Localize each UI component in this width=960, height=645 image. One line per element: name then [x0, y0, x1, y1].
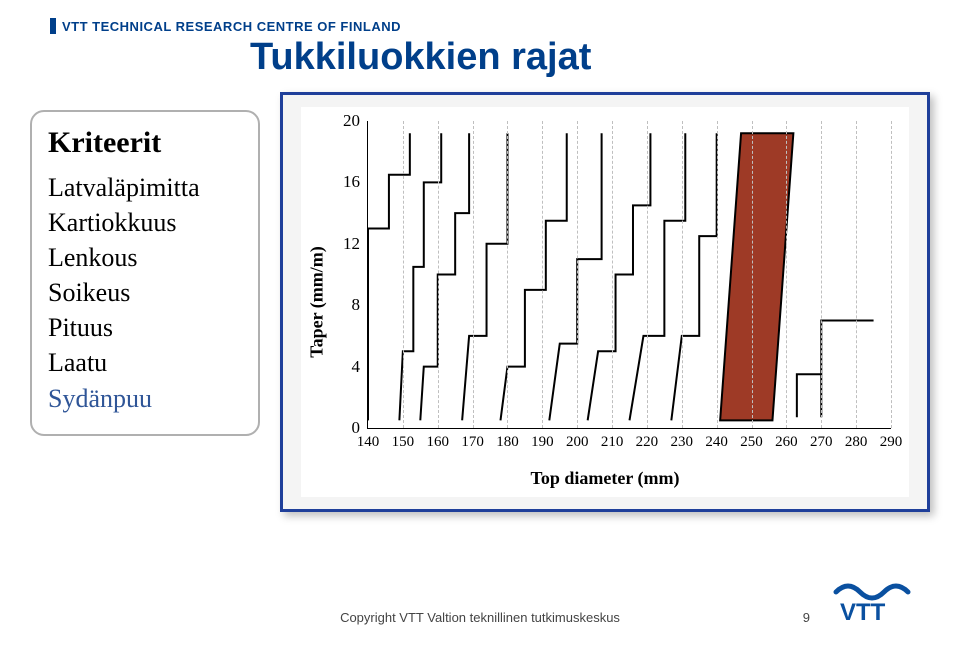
- criteria-box: Kriteerit Latvaläpimitta Kartiokkuus Len…: [30, 110, 260, 436]
- criteria-item: Latvaläpimitta: [48, 170, 242, 205]
- criteria-item: Pituus: [48, 310, 242, 345]
- x-tick-label: 150: [392, 428, 415, 451]
- criteria-item-sydanpuu: Sydänpuu: [48, 381, 242, 416]
- x-axis-title: Top diameter (mm): [301, 468, 909, 489]
- page-number: 9: [803, 610, 810, 625]
- vtt-logo: VTT: [832, 576, 932, 631]
- svg-text:VTT: VTT: [840, 599, 886, 626]
- x-tick-label: 250: [740, 428, 763, 451]
- x-tick-label: 180: [496, 428, 519, 451]
- criteria-item: Soikeus: [48, 275, 242, 310]
- x-tick-label: 190: [531, 428, 554, 451]
- x-tick-label: 290: [880, 428, 903, 451]
- gridline-v: [891, 121, 892, 428]
- criteria-item: Lenkous: [48, 240, 242, 275]
- chart-svg: [368, 121, 891, 428]
- y-tick-label: 8: [352, 295, 369, 315]
- gridline-v: [403, 121, 404, 428]
- header-accent: [50, 18, 56, 34]
- y-tick-label: 12: [343, 234, 368, 254]
- gridline-v: [682, 121, 683, 428]
- gridline-v: [473, 121, 474, 428]
- gridline-v: [752, 121, 753, 428]
- x-tick-label: 160: [426, 428, 449, 451]
- x-tick-label: 170: [461, 428, 484, 451]
- header-bar: VTT TECHNICAL RESEARCH CENTRE OF FINLAND: [50, 18, 401, 34]
- x-tick-label: 200: [566, 428, 589, 451]
- gridline-v: [438, 121, 439, 428]
- x-tick-label: 240: [705, 428, 728, 451]
- gridline-v: [786, 121, 787, 428]
- y-tick-label: 0: [352, 418, 369, 438]
- y-tick-label: 16: [343, 172, 368, 192]
- criteria-list: Latvaläpimitta Kartiokkuus Lenkous Soike…: [48, 170, 242, 416]
- x-tick-label: 260: [775, 428, 798, 451]
- criteria-title: Kriteerit: [48, 126, 242, 160]
- header-org: VTT TECHNICAL RESEARCH CENTRE OF FINLAND: [62, 19, 401, 34]
- gridline-v: [577, 121, 578, 428]
- x-tick-label: 220: [636, 428, 659, 451]
- slide-root: VTT TECHNICAL RESEARCH CENTRE OF FINLAND…: [0, 0, 960, 645]
- chart-inner: Taper (mm/m) 140150160170180190200210220…: [301, 107, 909, 497]
- x-tick-label: 270: [810, 428, 833, 451]
- gridline-v: [821, 121, 822, 428]
- gridline-v: [856, 121, 857, 428]
- y-tick-label: 4: [352, 357, 369, 377]
- x-tick-label: 280: [845, 428, 868, 451]
- criteria-item: Kartiokkuus: [48, 205, 242, 240]
- x-tick-label: 230: [671, 428, 694, 451]
- gridline-v: [717, 121, 718, 428]
- gridline-v: [612, 121, 613, 428]
- plot-area: 1401501601701801902002102202302402502602…: [367, 121, 891, 429]
- y-axis-title: Taper (mm/m): [307, 246, 328, 358]
- gridline-v: [542, 121, 543, 428]
- gridline-v: [507, 121, 508, 428]
- y-tick-label: 20: [343, 111, 368, 131]
- x-tick-label: 210: [601, 428, 624, 451]
- criteria-item: Laatu: [48, 345, 242, 380]
- chart-panel: Taper (mm/m) 140150160170180190200210220…: [280, 92, 930, 512]
- slide-title: Tukkiluokkien rajat: [250, 36, 591, 79]
- gridline-v: [647, 121, 648, 428]
- footer-copyright: Copyright VTT Valtion teknillinen tutkim…: [0, 610, 960, 625]
